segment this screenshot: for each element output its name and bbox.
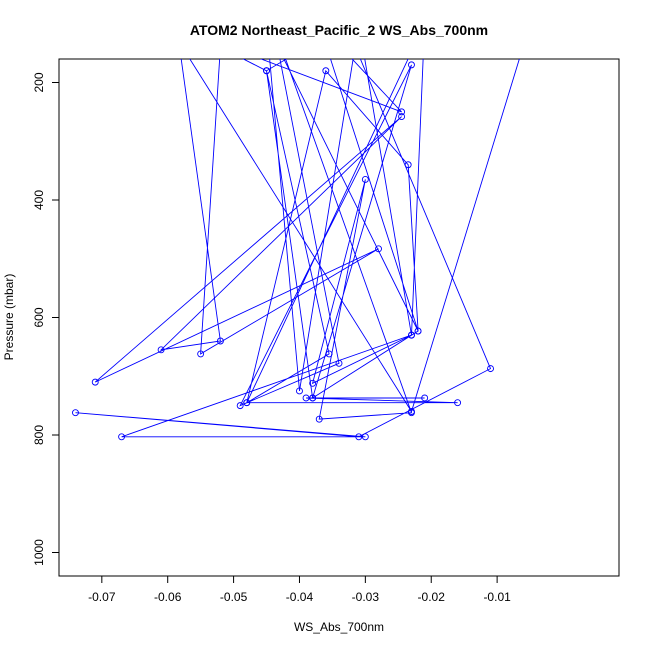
data-point bbox=[335, 359, 343, 367]
y-tick-label: 400 bbox=[32, 190, 46, 210]
data-point bbox=[315, 415, 323, 423]
data-point bbox=[408, 61, 415, 69]
data-point bbox=[157, 346, 165, 354]
data-point bbox=[263, 67, 270, 75]
x-axis-label: WS_Abs_700nm bbox=[294, 620, 384, 634]
x-tick-label: -0.04 bbox=[286, 590, 314, 604]
data-point bbox=[216, 337, 224, 345]
series-layer bbox=[72, 59, 520, 441]
data-point bbox=[72, 409, 79, 417]
data-point bbox=[118, 433, 126, 441]
y-axis: 200 400 600 800 1000 bbox=[32, 72, 60, 566]
data-point bbox=[355, 433, 363, 441]
data-point bbox=[361, 433, 369, 441]
data-point bbox=[408, 331, 415, 339]
data-point bbox=[325, 350, 333, 358]
x-axis: -0.07 -0.06 -0.05 -0.04 -0.03 -0.02 -0.01 bbox=[88, 575, 511, 604]
data-point bbox=[296, 387, 303, 395]
y-tick-label: 1000 bbox=[32, 539, 46, 566]
y-axis-label: Pressure (mbar) bbox=[2, 274, 16, 361]
data-point bbox=[454, 399, 462, 407]
data-point bbox=[408, 408, 415, 415]
data-point bbox=[243, 399, 251, 407]
data-point bbox=[398, 113, 406, 121]
data-point bbox=[361, 175, 369, 183]
data-point bbox=[322, 67, 330, 75]
series-line bbox=[75, 59, 520, 438]
data-point bbox=[398, 108, 406, 116]
data-point bbox=[487, 365, 494, 373]
data-point bbox=[91, 378, 99, 386]
x-tick-label: -0.03 bbox=[352, 590, 380, 604]
x-tick-label: -0.06 bbox=[154, 590, 182, 604]
data-point bbox=[302, 394, 310, 402]
data-point bbox=[197, 350, 205, 358]
data-point bbox=[404, 161, 412, 169]
x-tick-label: -0.02 bbox=[418, 590, 446, 604]
data-point bbox=[375, 245, 382, 253]
x-tick-label: -0.05 bbox=[220, 590, 248, 604]
data-point bbox=[236, 402, 244, 410]
x-tick-label: -0.01 bbox=[483, 590, 511, 604]
x-tick-label: -0.07 bbox=[88, 590, 116, 604]
data-point bbox=[309, 394, 317, 402]
chart-title: ATOM2 Northeast_Pacific_2 WS_Abs_700nm bbox=[190, 22, 488, 38]
data-point bbox=[414, 327, 422, 335]
y-tick-label: 800 bbox=[32, 425, 46, 445]
y-tick-label: 200 bbox=[32, 72, 46, 92]
data-point bbox=[421, 394, 429, 402]
data-point bbox=[309, 379, 317, 387]
y-tick-label: 600 bbox=[32, 307, 46, 327]
